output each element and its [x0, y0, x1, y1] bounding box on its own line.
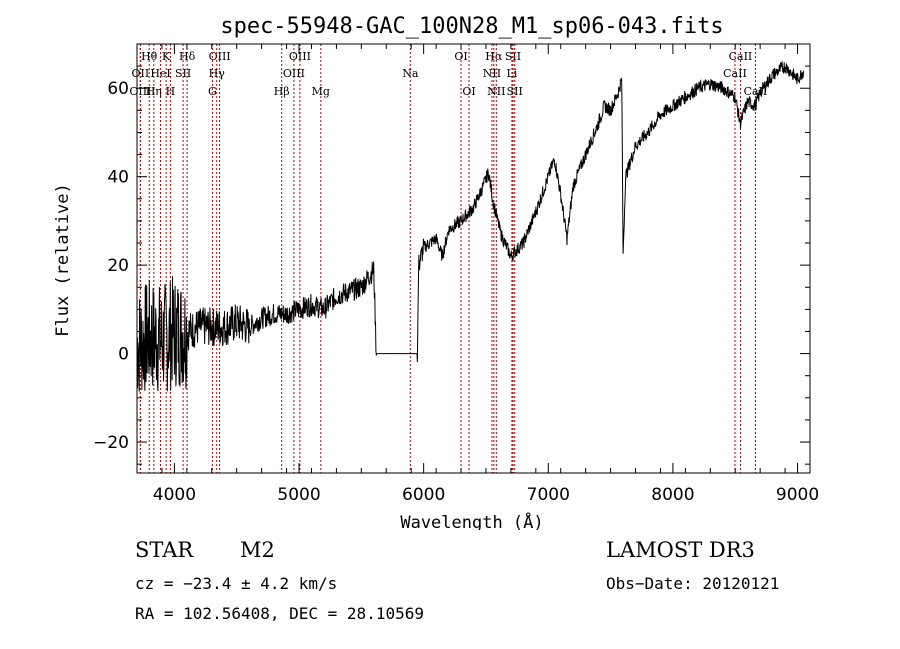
y-tick-label: −20	[93, 433, 129, 453]
object-subclass: M2	[240, 538, 275, 562]
marker-label: SII	[507, 85, 523, 98]
y-tick-label: 20	[107, 256, 129, 276]
plot-frame	[136, 43, 811, 474]
x-tick-label: 6000	[402, 485, 445, 505]
x-tick-label: 5000	[277, 485, 320, 505]
marker-label: G	[208, 85, 217, 98]
marker-label: OIII	[289, 50, 311, 63]
marker-label: SII	[505, 50, 521, 63]
marker-label: OIII	[283, 67, 305, 80]
x-tick-label: 8000	[651, 485, 694, 505]
marker-label: H	[166, 85, 176, 98]
coordinates: RA = 102.56408, DEC = 28.10569	[135, 604, 424, 623]
marker-label: Hβ	[274, 85, 290, 98]
marker-label: OI	[462, 85, 475, 98]
marker-label: OI	[454, 50, 467, 63]
x-tick-label: 9000	[776, 485, 819, 505]
marker-label: Hθ	[141, 50, 158, 63]
marker-label: Na	[402, 67, 419, 80]
marker-label: HeI	[150, 67, 170, 80]
marker-label: NII	[487, 85, 505, 98]
spectrum-chart: spec-55948-GAC_100N28_M1_sp06-043.fits H…	[53, 14, 819, 530]
marker-label: Mg	[312, 85, 330, 98]
redshift-cz: cz = −23.4 ± 4.2 km/s	[135, 574, 338, 593]
spectrum-line	[136, 60, 805, 392]
marker-label: Li	[506, 67, 517, 80]
survey-name: LAMOST DR3	[606, 538, 755, 562]
object-type: STAR	[135, 538, 194, 562]
marker-label: CaII	[723, 67, 747, 80]
marker-label: Hα	[485, 50, 503, 63]
marker-label: Hγ	[209, 67, 226, 80]
y-tick-label: 0	[118, 345, 129, 365]
x-tick-label: 4000	[153, 485, 196, 505]
chart-title: spec-55948-GAC_100N28_M1_sp06-043.fits	[220, 14, 723, 39]
marker-label: NII	[483, 67, 501, 80]
marker-label: CaII	[729, 50, 753, 63]
y-tick-label: 40	[107, 168, 129, 188]
marker-label: K	[162, 50, 171, 63]
y-axis-label: Flux (relative)	[53, 183, 73, 337]
x-axis-label: Wavelength (Å)	[400, 511, 543, 530]
marker-label: Hη	[146, 85, 162, 98]
marker-label: Hδ	[179, 50, 196, 63]
marker-label: SII	[175, 67, 191, 80]
obs-date: Obs−Date: 20120121	[606, 574, 780, 593]
x-tick-label: 7000	[527, 485, 570, 505]
y-tick-label: 60	[107, 79, 129, 99]
marker-label: OIII	[209, 50, 231, 63]
axis-ticks: 4000 5000 6000 7000 8000 9000 −20 0 20 40 60	[93, 44, 819, 505]
